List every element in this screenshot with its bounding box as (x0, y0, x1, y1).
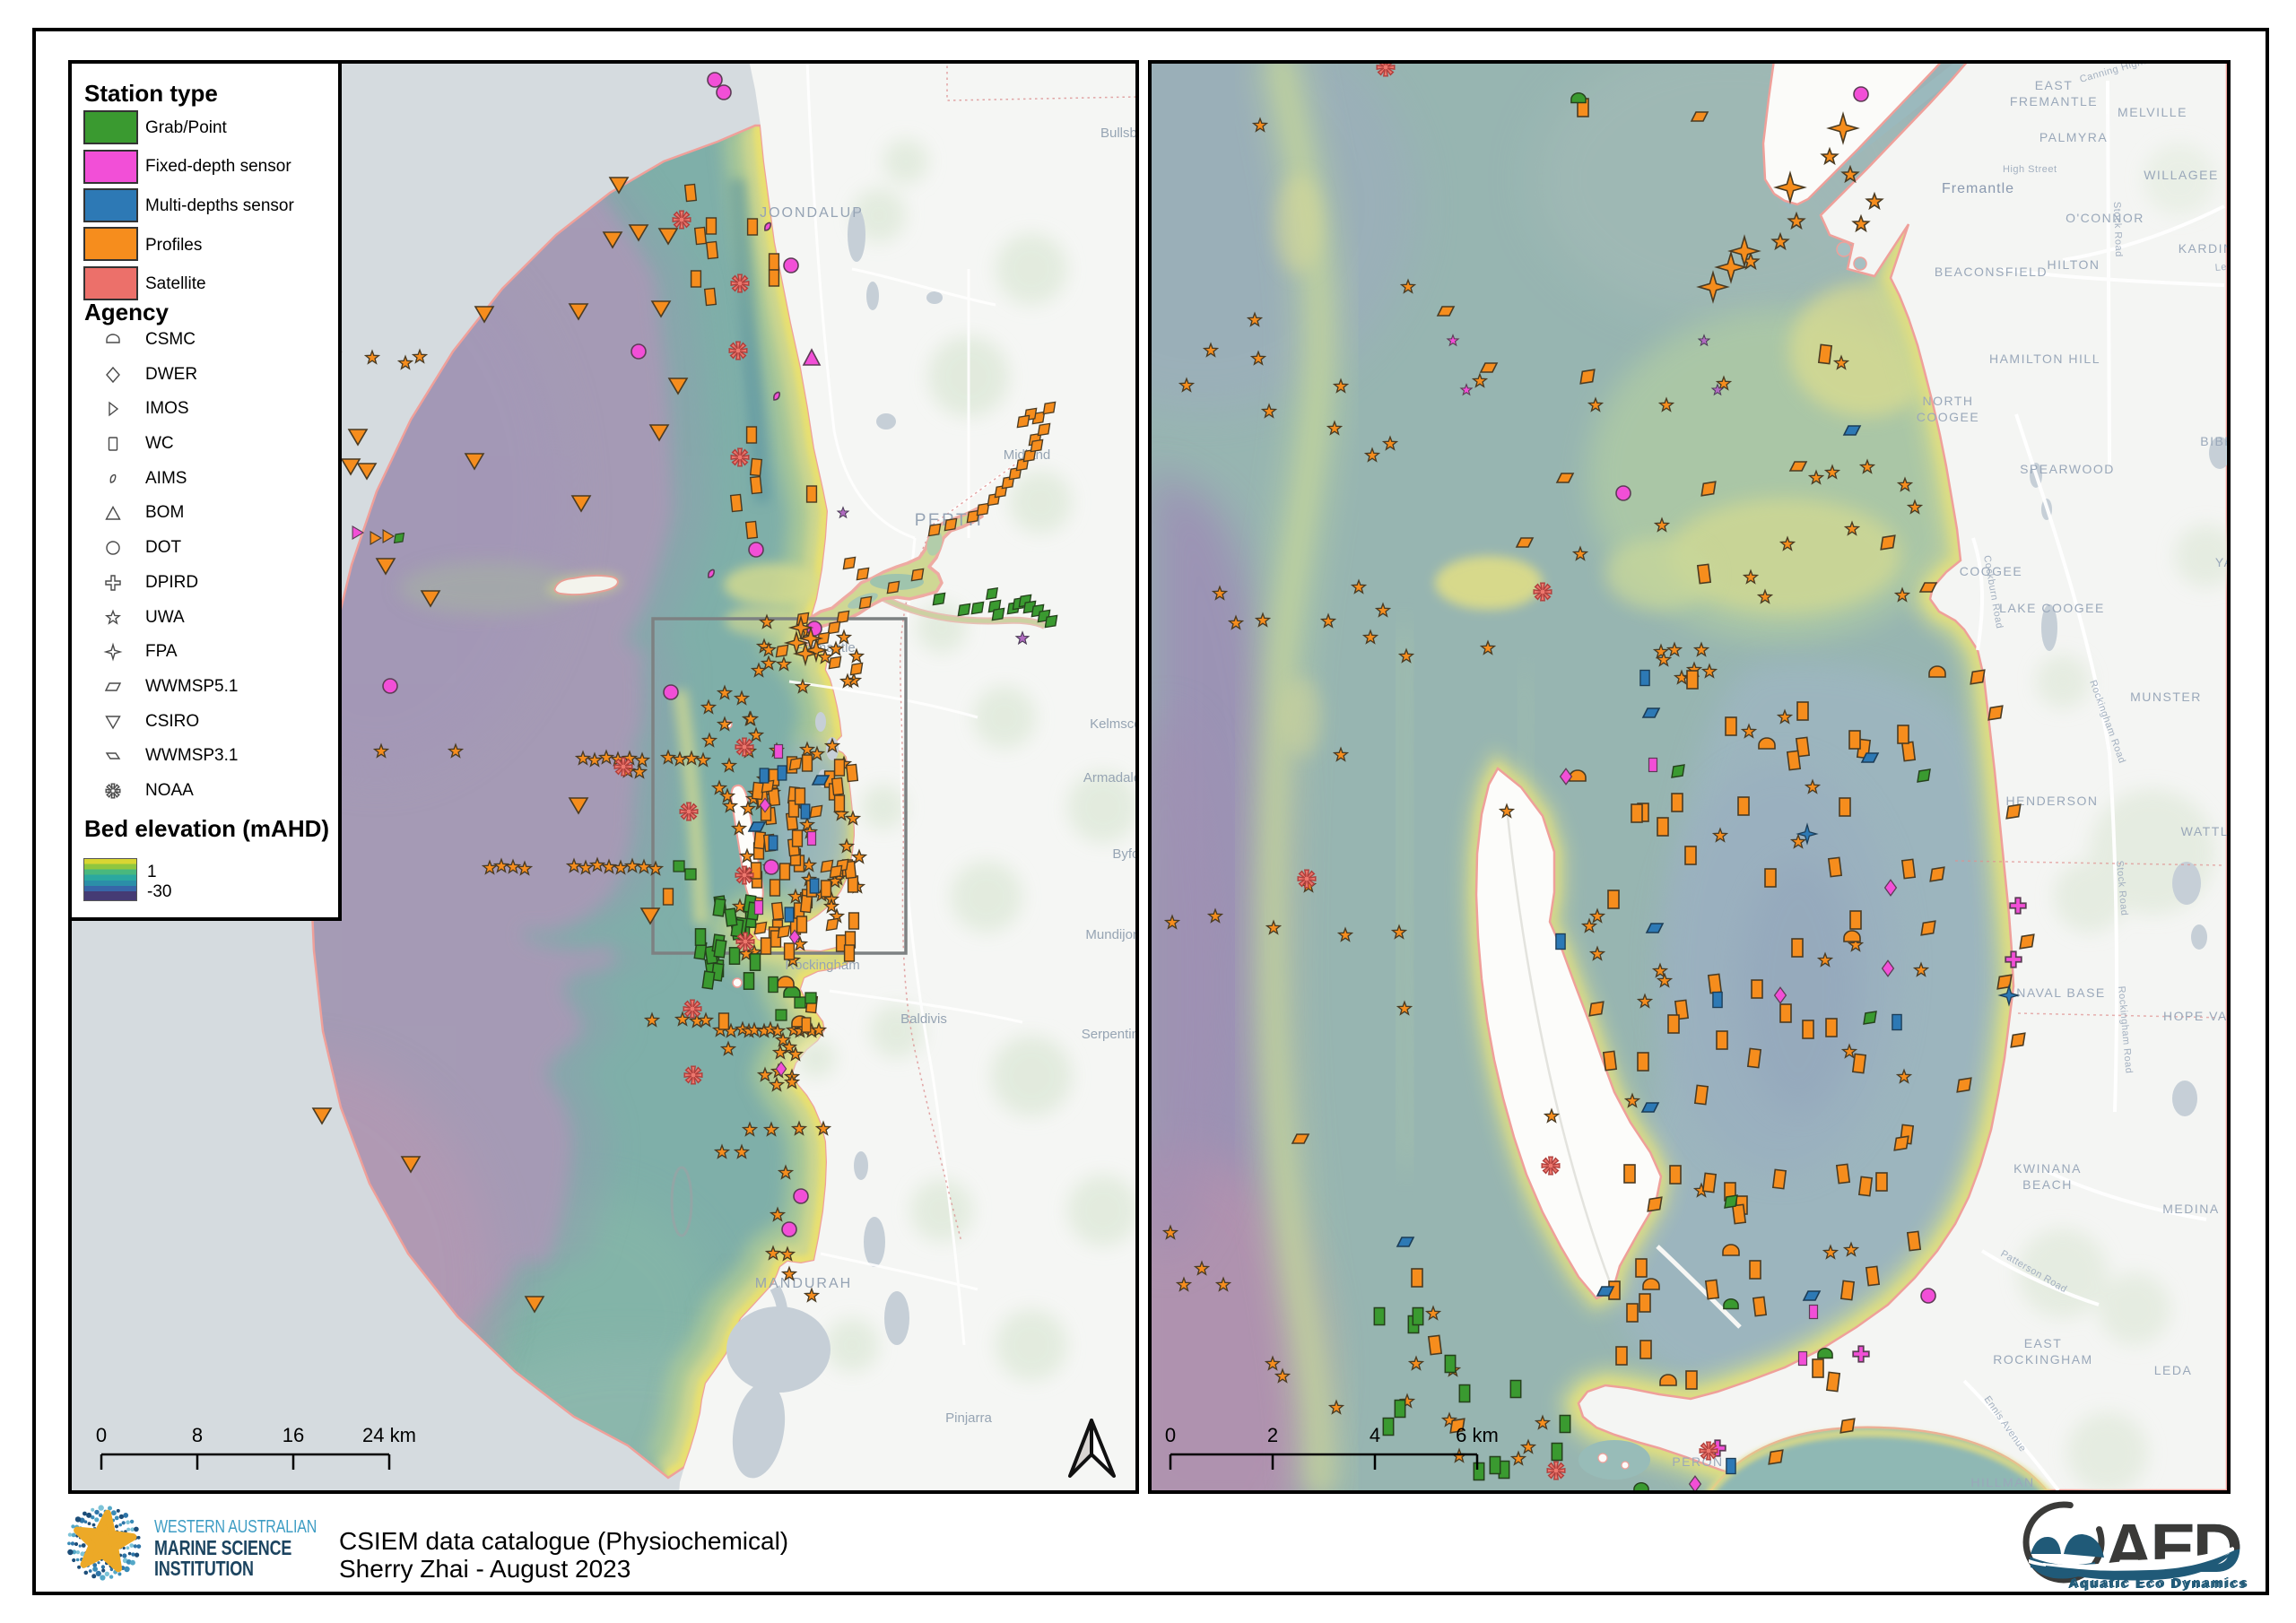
svg-text:Armadale: Armadale (1083, 770, 1139, 785)
svg-text:Baldivis: Baldivis (900, 1011, 947, 1027)
svg-text:Bullsbrook: Bullsbrook (1100, 126, 1139, 141)
svg-text:Byford: Byford (1112, 846, 1139, 862)
svg-text:HILTON: HILTON (2047, 257, 2100, 272)
svg-text:EAST: EAST (2035, 78, 2074, 92)
svg-text:MANDURAH: MANDURAH (755, 1276, 852, 1291)
svg-text:MEDINA: MEDINA (2162, 1202, 2219, 1216)
svg-text:0: 0 (1165, 1424, 1176, 1446)
svg-text:8: 8 (192, 1424, 203, 1446)
svg-text:Stock Road: Stock Road (2111, 202, 2124, 257)
svg-text:Stock Road: Stock Road (2114, 860, 2129, 916)
svg-text:Kelmscott: Kelmscott (1090, 716, 1139, 732)
svg-text:WILLAGEE: WILLAGEE (2144, 168, 2219, 182)
svg-text:0: 0 (96, 1424, 107, 1446)
svg-text:INSTITUTION: INSTITUTION (154, 1558, 254, 1581)
svg-text:COOGEE: COOGEE (1917, 410, 1979, 424)
svg-text:LAKE COOGEE: LAKE COOGEE (1999, 601, 2105, 615)
svg-text:6 km: 6 km (1456, 1424, 1499, 1446)
svg-text:HILLMAN: HILLMAN (1970, 1475, 2034, 1489)
svg-text:FREMANTLE: FREMANTLE (2010, 94, 2098, 108)
svg-text:Aquatic Eco Dynamics: Aquatic Eco Dynamics (2068, 1577, 2248, 1592)
svg-text:HOPE VALLEY: HOPE VALLEY (2163, 1009, 2231, 1023)
svg-text:16: 16 (283, 1424, 304, 1446)
svg-text:NAVAL BASE: NAVAL BASE (2016, 985, 2106, 1000)
svg-text:Leach Hi: Leach Hi (2214, 259, 2231, 273)
svg-text:24 km: 24 km (362, 1424, 416, 1446)
svg-text:LEDA: LEDA (2154, 1363, 2193, 1377)
svg-text:O'CONNOR: O'CONNOR (2066, 211, 2144, 225)
svg-text:MARINE SCIENCE: MARINE SCIENCE (154, 1537, 291, 1560)
svg-text:Pinjarra: Pinjarra (945, 1410, 992, 1426)
svg-text:4: 4 (1370, 1424, 1380, 1446)
svg-text:KWINANA: KWINANA (2013, 1161, 2082, 1176)
svg-text:BEACONSFIELD: BEACONSFIELD (1935, 265, 2048, 279)
svg-text:BIBRA: BIBRA (2200, 434, 2231, 448)
svg-text:Rockingham: Rockingham (785, 958, 859, 973)
svg-text:COOGEE: COOGEE (1960, 564, 2022, 578)
svg-text:HAMILTON HILL: HAMILTON HILL (1989, 352, 2100, 366)
svg-text:PALMYRA: PALMYRA (2039, 130, 2108, 144)
svg-text:High Street: High Street (2003, 164, 2057, 175)
svg-text:ROCKINGHAM: ROCKINGHAM (1993, 1352, 2092, 1367)
svg-text:MELVILLE: MELVILLE (2118, 105, 2187, 119)
svg-text:JOONDALUP: JOONDALUP (760, 205, 864, 221)
svg-text:WESTERN AUSTRALIAN: WESTERN AUSTRALIAN (154, 1516, 317, 1536)
svg-text:NORTH: NORTH (1922, 394, 1973, 408)
svg-text:WATTLEUP: WATTLEUP (2181, 824, 2231, 838)
svg-text:YAN: YAN (2215, 555, 2231, 569)
svg-text:BEACH: BEACH (2022, 1177, 2073, 1192)
svg-text:KARDINYA: KARDINYA (2179, 241, 2231, 256)
svg-text:EAST: EAST (2024, 1336, 2063, 1350)
svg-text:MUNSTER: MUNSTER (2130, 690, 2202, 704)
svg-text:2: 2 (1267, 1424, 1278, 1446)
svg-text:SPEARWOOD: SPEARWOOD (2020, 462, 2115, 476)
svg-text:Fremantle: Fremantle (1942, 181, 2014, 196)
svg-text:Serpentine: Serpentine (1082, 1027, 1139, 1042)
svg-text:Mundijong: Mundijong (1085, 927, 1139, 942)
svg-text:HENDERSON: HENDERSON (2006, 794, 2099, 808)
